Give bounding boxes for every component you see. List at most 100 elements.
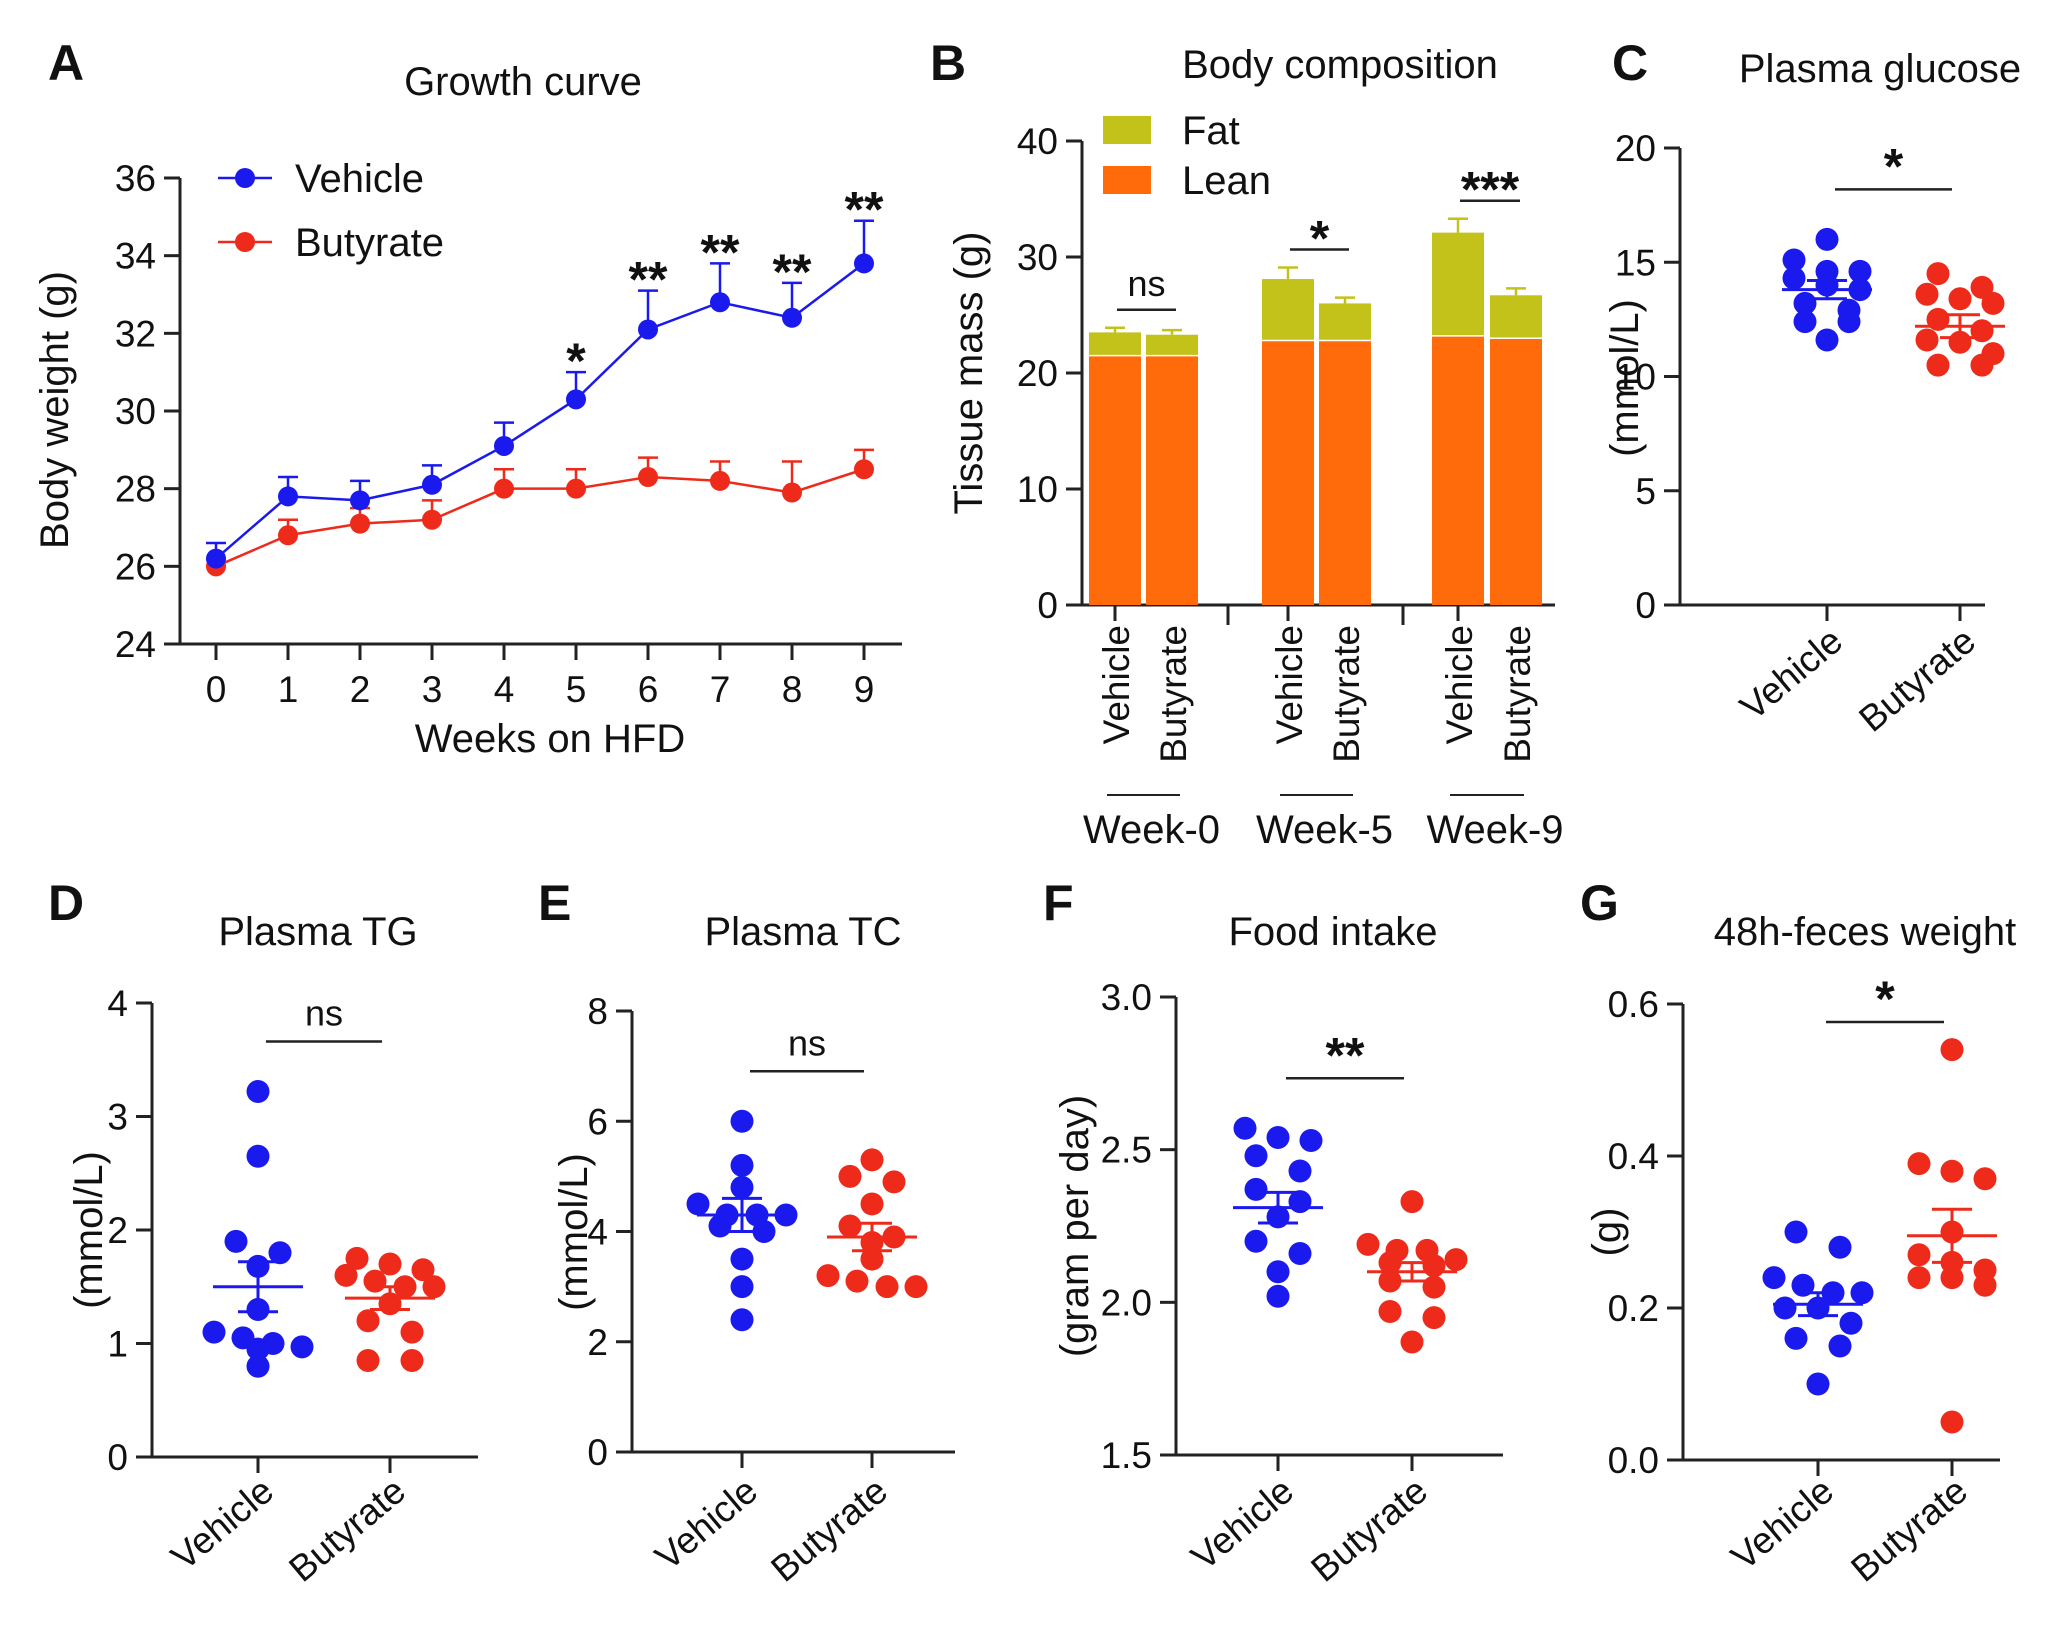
bar-lean — [1262, 340, 1314, 605]
data-point — [1973, 1167, 1997, 1191]
data-point — [1784, 1220, 1808, 1244]
y-tick-label: 2.0 — [1101, 1282, 1152, 1323]
data-point — [816, 1264, 840, 1288]
group-butyrate: Butyrate — [1851, 262, 2005, 740]
panel-c-plasma-glucose: C Plasma glucose 0 5 10 15 20 (mmol/L) Vehicle Bu… — [1603, 35, 2021, 740]
data-point — [710, 292, 730, 313]
data-point — [1848, 259, 1872, 283]
bar-fat — [1146, 334, 1198, 356]
series-vehicle — [206, 219, 874, 569]
y-tick-label: 0 — [1037, 585, 1058, 626]
bar-fat — [1490, 295, 1542, 339]
y-tick-label: 20 — [1615, 128, 1656, 169]
data-point — [1907, 1266, 1931, 1290]
legend-label: Butyrate — [295, 221, 444, 265]
data-point — [1233, 1116, 1257, 1140]
data-point — [730, 1109, 754, 1133]
group-label: Week-9 — [1426, 808, 1563, 852]
panel-letter: F — [1043, 875, 1074, 931]
series-butyrate — [206, 448, 874, 577]
y-tick-label: 0 — [587, 1432, 608, 1473]
significance-marker: * — [1310, 210, 1330, 266]
data-point — [1915, 282, 1939, 306]
chart-title: 48h-feces weight — [1714, 910, 2016, 954]
data-point — [1244, 1144, 1268, 1168]
data-point — [1266, 1125, 1290, 1149]
group-vehicle: Vehicle — [1183, 1116, 1323, 1578]
panel-letter: C — [1612, 35, 1648, 91]
y-tick-label: 20 — [1017, 353, 1058, 394]
category-label: Butyrate — [1843, 1470, 1975, 1590]
bar-lean — [1319, 340, 1371, 605]
category-label: Vehicle — [647, 1470, 765, 1578]
bar-fat — [1262, 279, 1314, 341]
data-point — [1782, 248, 1806, 272]
data-point — [422, 1275, 446, 1299]
significance-marker: ** — [701, 224, 740, 280]
bar-label: Vehicle — [1269, 625, 1310, 744]
bar-label: Butyrate — [1153, 625, 1194, 763]
y-tick-label: 10 — [1017, 469, 1058, 510]
data-point — [1773, 1296, 1797, 1320]
y-tick-label: 0 — [1635, 585, 1656, 626]
data-point — [566, 389, 586, 410]
significance-marker: * — [566, 333, 586, 389]
significance-marker: ** — [773, 244, 812, 300]
data-point — [845, 1269, 869, 1293]
data-point — [1837, 310, 1861, 334]
y-tick-label: 34 — [115, 236, 156, 277]
data-point — [854, 253, 874, 274]
data-point — [1422, 1254, 1446, 1278]
y-tick-label: 8 — [587, 991, 608, 1032]
chart-title: Food intake — [1228, 910, 1437, 954]
data-point — [1806, 1372, 1830, 1396]
data-point — [1839, 1311, 1863, 1335]
y-tick-label: 2 — [107, 1210, 128, 1251]
data-point — [686, 1192, 710, 1216]
y-axis-title: Body weight (g) — [33, 271, 77, 549]
y-tick-label: 3.0 — [1101, 977, 1152, 1018]
data-point — [422, 509, 442, 530]
y-tick-label: 6 — [587, 1101, 608, 1142]
data-point — [730, 1153, 754, 1177]
data-point — [334, 1263, 358, 1287]
y-tick-label: 10 — [1615, 357, 1656, 398]
data-point — [854, 459, 874, 480]
significance-marker: ** — [845, 182, 884, 238]
chart-title: Plasma TG — [218, 910, 417, 954]
category-label: Butyrate — [1851, 620, 1983, 740]
y-tick-label: 32 — [115, 313, 156, 354]
x-tick-label: 9 — [854, 669, 875, 710]
data-point — [224, 1229, 248, 1253]
bar-label: Butyrate — [1497, 625, 1538, 763]
y-tick-label: 30 — [115, 391, 156, 432]
y-tick-label: 0.4 — [1608, 1136, 1659, 1177]
data-point — [1378, 1299, 1402, 1323]
data-point — [1244, 1229, 1268, 1253]
data-point — [1784, 1326, 1808, 1350]
data-point — [782, 307, 802, 328]
data-point — [838, 1164, 862, 1188]
group-butyrate: Butyrate — [1843, 1038, 1997, 1590]
panel-letter: A — [48, 35, 84, 91]
series-line — [215, 262, 865, 560]
y-axis-title: (mmol/L) — [552, 1153, 596, 1311]
bar-group: Vehicle Butyrate Week-0 ns — [1083, 263, 1220, 852]
data-point — [1400, 1190, 1424, 1214]
significance-marker: ns — [788, 1022, 826, 1063]
chart-title: Growth curve — [404, 60, 642, 104]
y-tick-label: 0.6 — [1608, 984, 1659, 1025]
data-point — [411, 1258, 435, 1282]
data-point — [1926, 262, 1950, 286]
data-point — [1940, 1159, 1964, 1183]
data-point — [1791, 1273, 1815, 1297]
group-vehicle: Vehicle — [1732, 227, 1872, 728]
data-point — [422, 474, 442, 495]
y-tick-label: 0.0 — [1608, 1440, 1659, 1481]
data-point — [1288, 1241, 1312, 1265]
y-axis-title: Tissue mass (g) — [947, 231, 991, 514]
group-label: Week-0 — [1083, 808, 1220, 852]
data-point — [1815, 328, 1839, 352]
data-point — [1981, 291, 2005, 315]
